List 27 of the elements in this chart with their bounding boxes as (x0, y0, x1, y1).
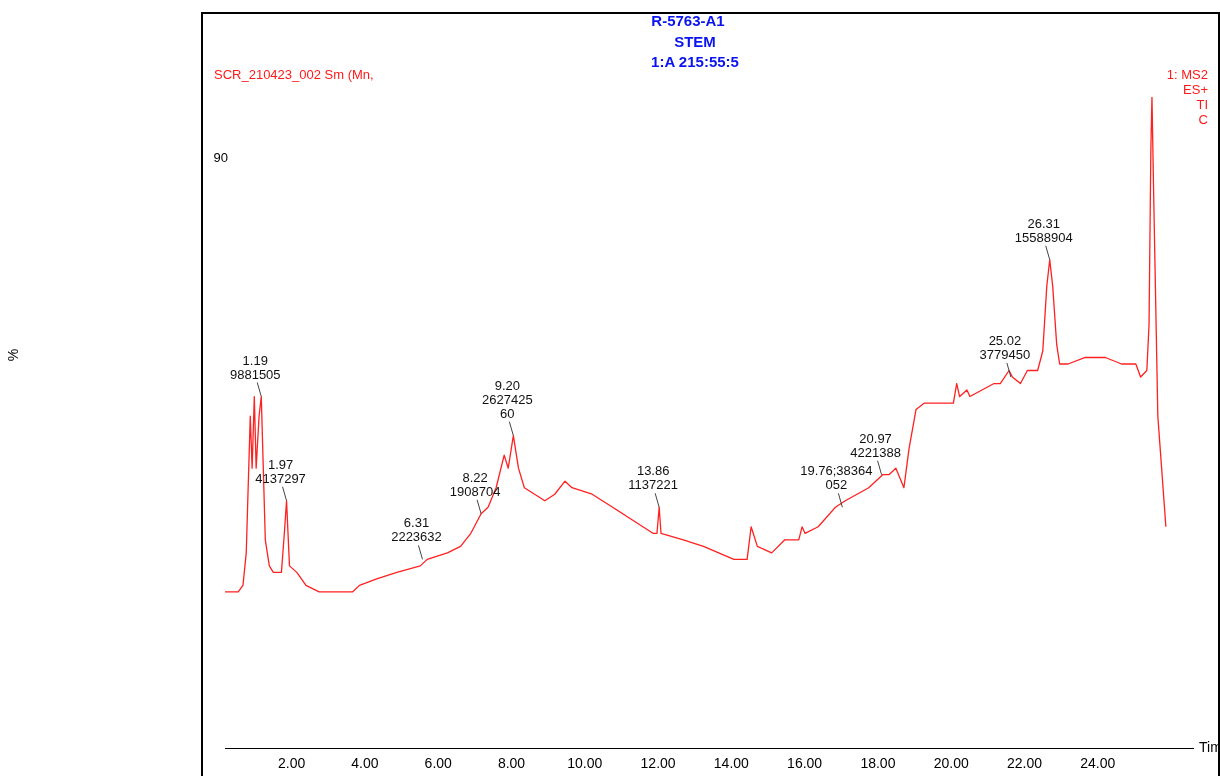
x-tick-label: 14.00 (713, 755, 750, 772)
x-axis-title: Tim (1199, 739, 1220, 756)
annotation: 13.86 1137221 (628, 463, 678, 493)
x-tick-label: 10.00 (567, 755, 603, 772)
x-tick-label: 12.00 (640, 755, 676, 772)
x-tick-label: 18.00 (860, 755, 896, 772)
x-tick-label: 6.00 (424, 755, 453, 772)
x-tick-label: 16.00 (787, 755, 823, 772)
x-tick-label: 20.00 (933, 755, 969, 772)
annotation: 26.31 15588904 (1014, 215, 1073, 245)
annotation: 90 (213, 150, 228, 165)
chart-subtitle: STEM 1:A 215:55:5 (651, 33, 739, 70)
annotation: 9.20 2627425 60 (482, 377, 533, 421)
annotation: 1.19 9881505 (229, 352, 281, 382)
annotation: 1: MS2 ES+ TI C (1166, 67, 1208, 127)
chart-title: R-5763-A1 (651, 12, 725, 29)
x-tick-label: 4.00 (351, 755, 379, 772)
annotation: 6.31 2223632 (391, 515, 442, 545)
annotation: 25.02 3779450 (979, 333, 1031, 363)
x-tick-label: 22.00 (1006, 755, 1043, 772)
x-tick-label: 8.00 (497, 755, 526, 772)
text: SCR_210423_002 Sm (Mn, (214, 67, 374, 82)
annotation: 20.97 4221388 (850, 430, 901, 460)
text: % (5, 348, 21, 362)
annotation: 19.76;38364 052 (800, 463, 873, 493)
x-tick-label: 24.00 (1080, 755, 1116, 772)
x-tick-label: 2.00 (278, 755, 306, 772)
